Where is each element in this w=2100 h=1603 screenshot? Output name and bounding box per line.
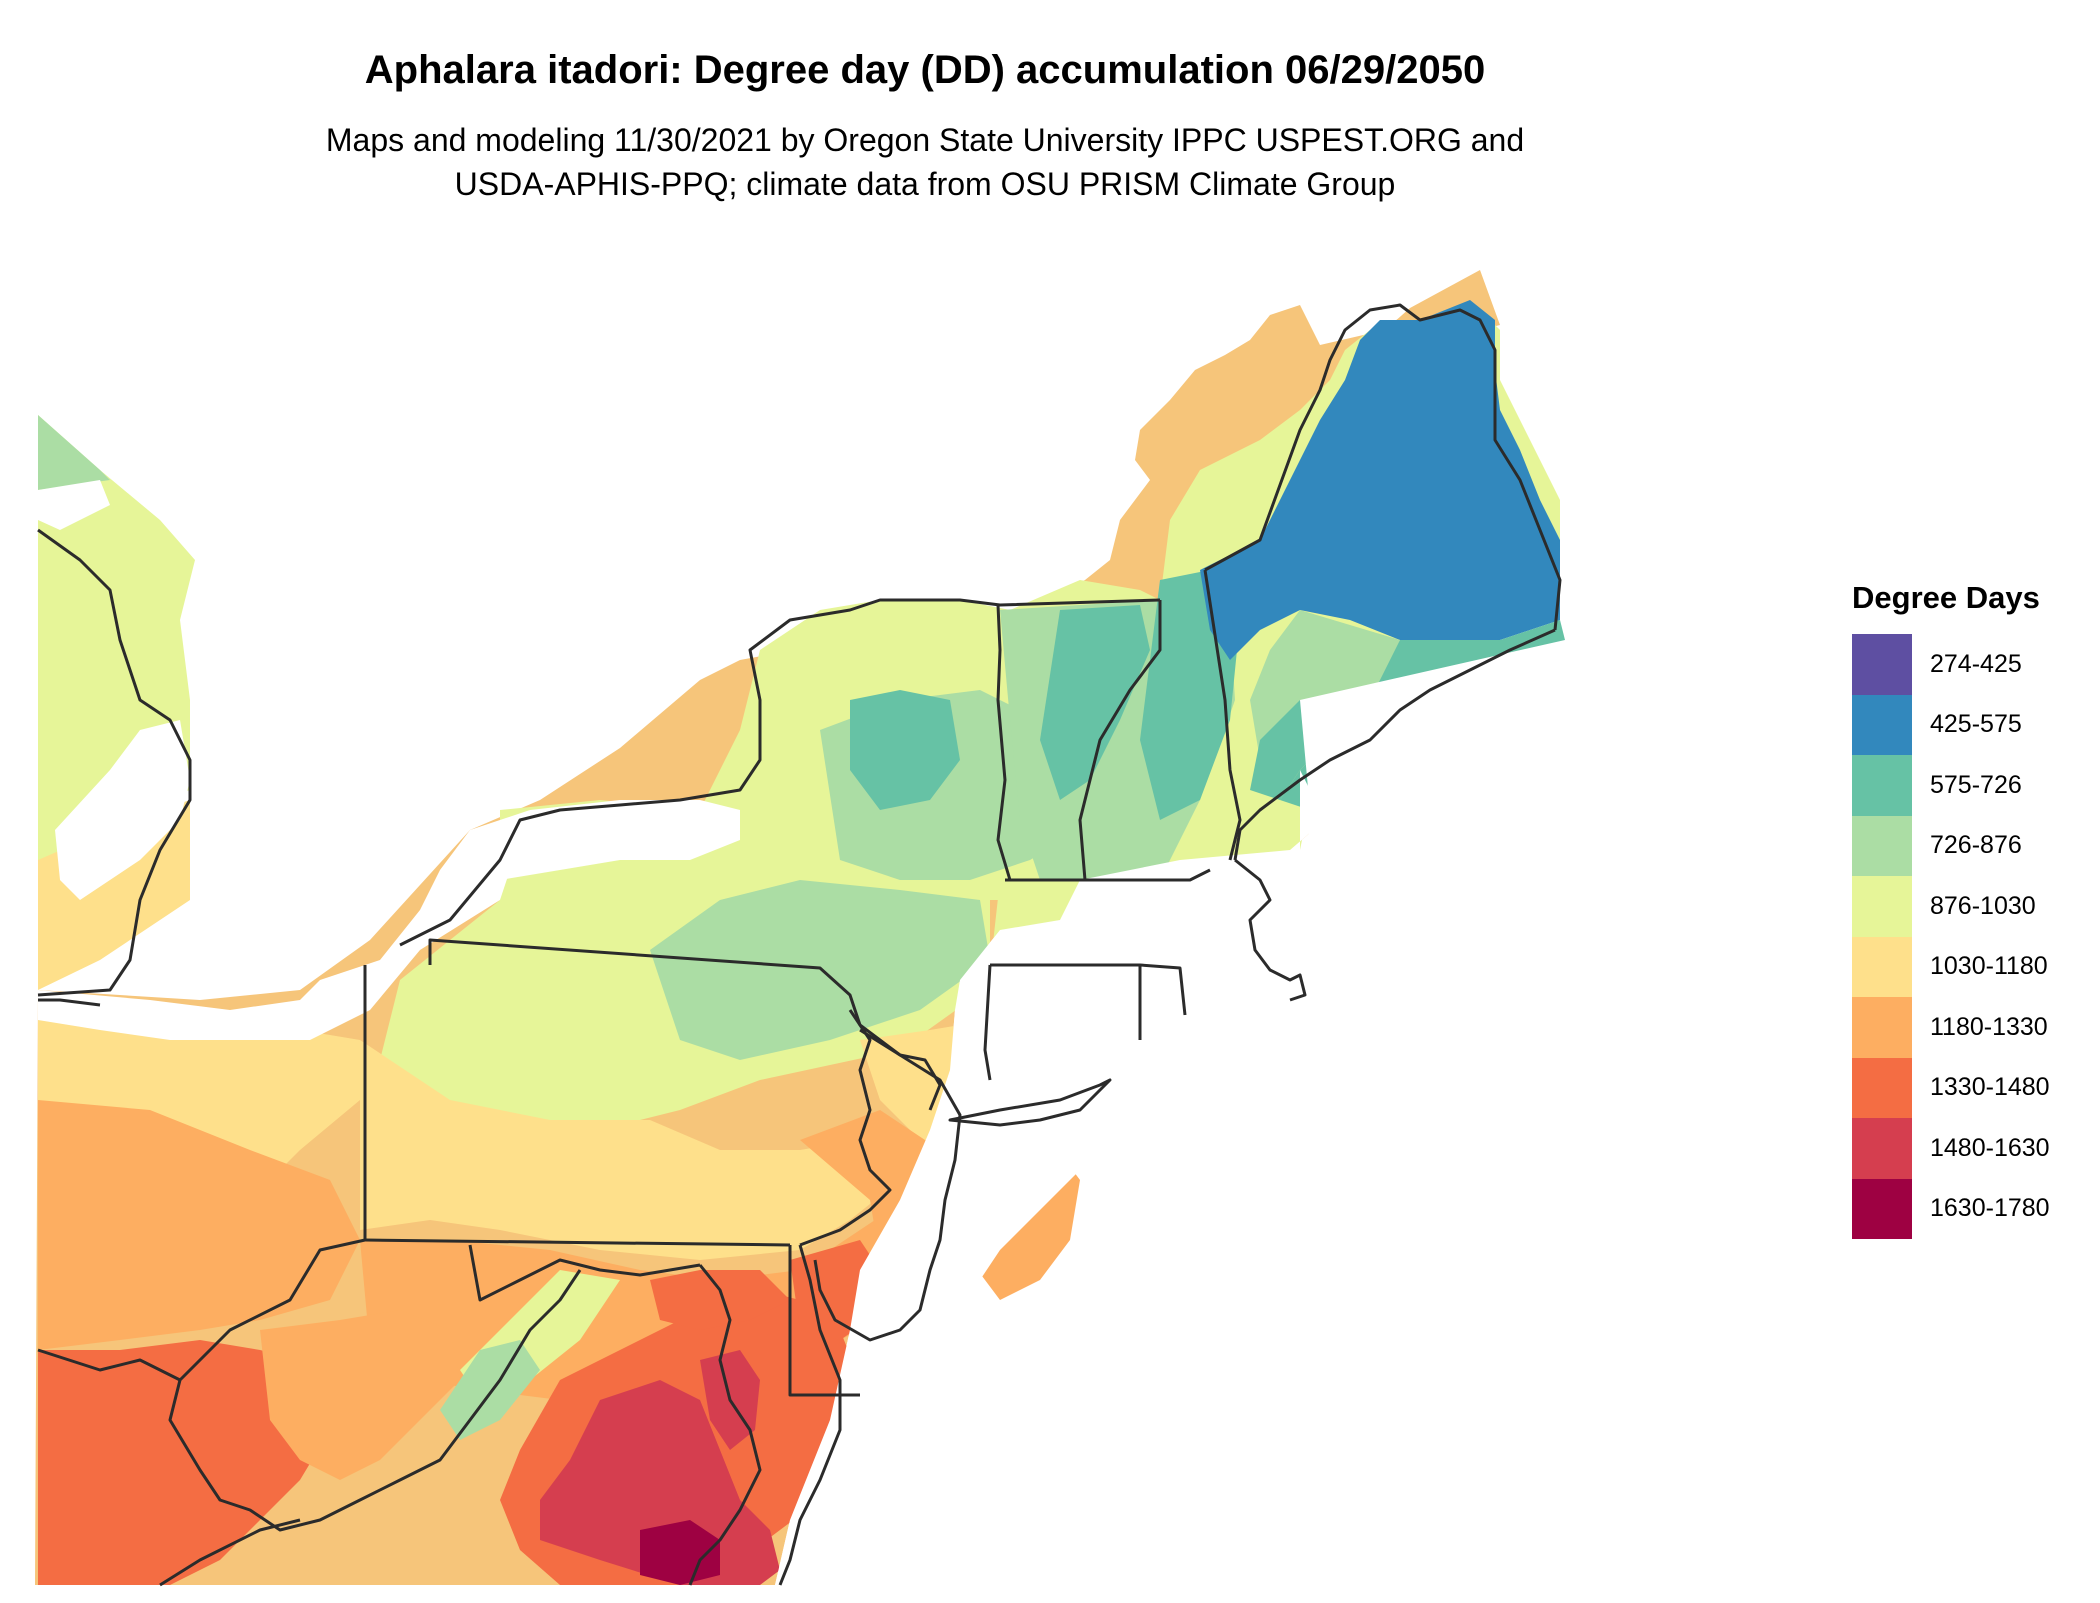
legend-label: 1030-1180 (1930, 952, 2048, 981)
legend-item: 1480-1630 (1852, 1118, 2050, 1179)
nj-outline (813, 1028, 962, 1342)
map-subtitle-line-1: Maps and modeling 11/30/2021 by Oregon S… (325, 122, 1525, 158)
legend-item: 274-425 (1852, 634, 2050, 695)
legend-item: 425-575 (1852, 694, 2050, 755)
ma-coast (1234, 858, 1307, 1002)
delmarva-coast (778, 1244, 842, 1586)
ny-vt-border (996, 604, 1012, 881)
legend-swatch (1852, 815, 1912, 876)
map-title: Aphalara itadori: Degree day (DD) accumu… (364, 48, 1486, 92)
pa-east-border (799, 1009, 892, 1247)
ma-south-border (990, 963, 1187, 1016)
ny-north-coast (399, 598, 1161, 947)
ny-ct-border (983, 964, 992, 1081)
legend-swatch (1852, 1057, 1912, 1118)
nh-me-border (1203, 569, 1242, 861)
legend-label: 425-575 (1930, 710, 2022, 739)
legend-swatch (1852, 876, 1912, 937)
legend-item: 575-726 (1852, 755, 2050, 816)
legend-label: 1180-1330 (1930, 1012, 2048, 1041)
legend-title: Degree Days (1852, 580, 2040, 615)
state-borders (37, 303, 1562, 1587)
legend-swatch (1852, 694, 1912, 755)
legend-swatch (1852, 634, 1912, 695)
legend-label: 1330-1480 (1930, 1073, 2050, 1102)
legend-swatch (1852, 1118, 1912, 1179)
va-coast-chesapeake (688, 1264, 762, 1586)
maine-outline (1204, 303, 1562, 631)
va-south-border (159, 1518, 301, 1587)
legend-label: 1480-1630 (1930, 1133, 2050, 1162)
vt-nh-border (1078, 600, 1162, 881)
legend-swatch (1852, 997, 1912, 1058)
oh-ky-border (37, 1348, 181, 1382)
legend-item: 1630-1780 (1852, 1178, 2050, 1239)
legend-swatch (1852, 755, 1912, 816)
legend-label: 575-726 (1930, 770, 2022, 799)
legend-item: 1180-1330 (1852, 997, 2050, 1058)
de-md-border (788, 1245, 860, 1397)
legend-item: 1030-1180 (1852, 936, 2050, 997)
oh-west-border (38, 998, 101, 1007)
long-island (948, 1078, 1112, 1127)
legend-item: 1330-1480 (1852, 1057, 2050, 1118)
legend-label: 274-425 (1930, 649, 2022, 678)
legend: Degree Days 274-425 425-575 575-726 726-876… (1852, 580, 2050, 1239)
legend-swatch (1852, 1178, 1912, 1239)
legend-swatch (1852, 936, 1912, 997)
legend-items: 274-425 425-575 575-726 726-876 876-1030 1030… (1852, 634, 2050, 1239)
ma-north-border (1005, 868, 1211, 882)
legend-label: 876-1030 (1930, 891, 2036, 920)
md-va-border (468, 1244, 701, 1302)
legend-item: 726-876 (1852, 815, 2050, 876)
maine-coast (1233, 628, 1556, 861)
legend-item: 876-1030 (1852, 876, 2050, 937)
map-subtitle-line-2: USDA-APHIS-PPQ; climate data from OSU PR… (454, 166, 1396, 202)
wv-outline (168, 1238, 582, 1532)
pa-south-border (364, 1238, 791, 1247)
michigan-outline (37, 528, 192, 997)
legend-label: 726-876 (1930, 831, 2022, 860)
legend-label: 1630-1780 (1930, 1194, 2050, 1223)
